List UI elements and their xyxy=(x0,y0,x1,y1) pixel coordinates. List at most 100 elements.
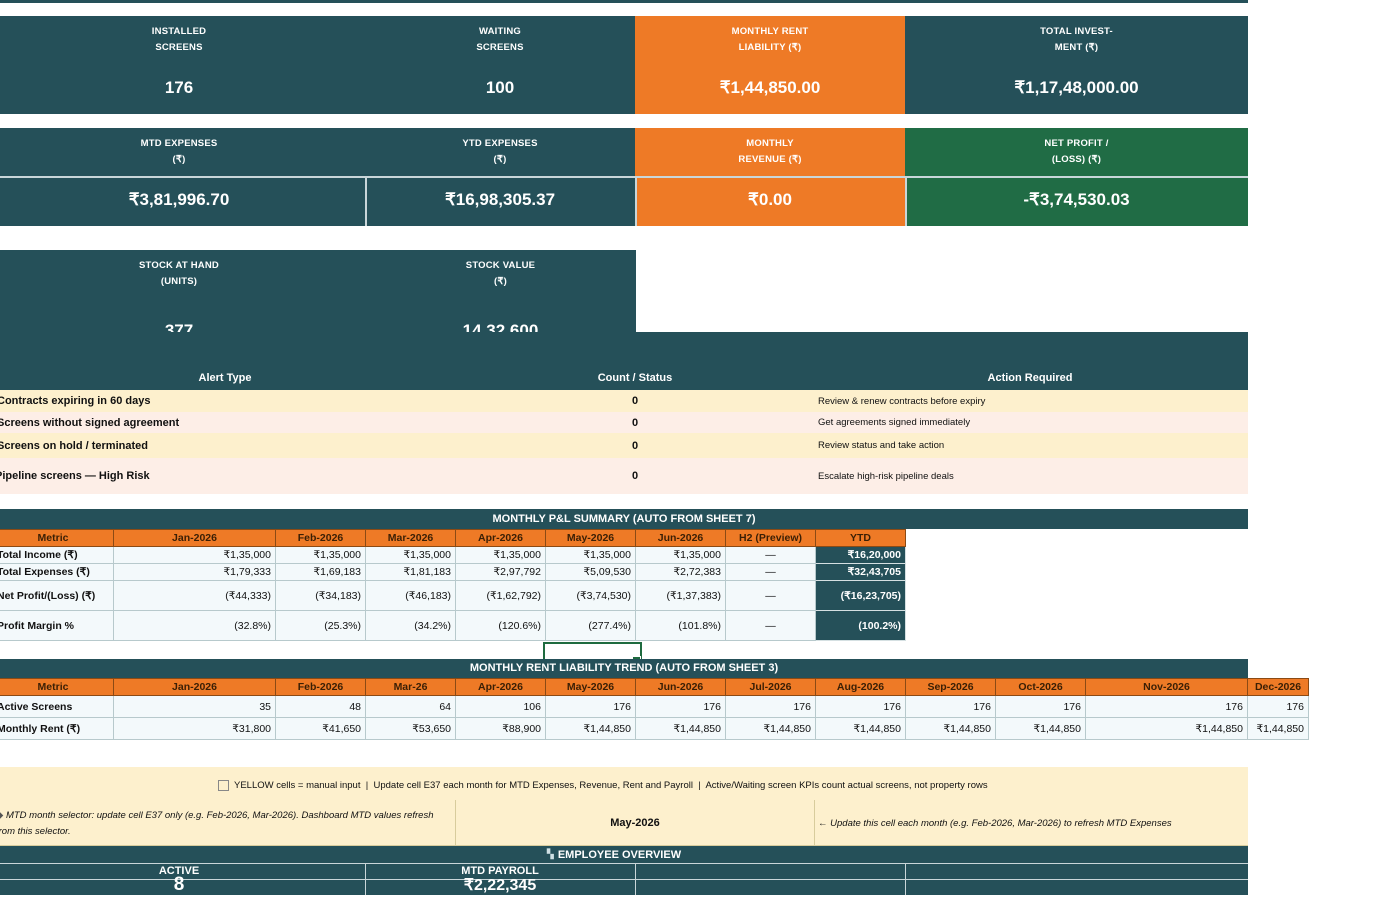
value-cell[interactable]: ₹1,44,850 xyxy=(995,717,1086,740)
value-cell[interactable]: ₹1,44,850 xyxy=(635,717,726,740)
value-cell[interactable]: ₹1,35,000 xyxy=(635,546,726,564)
value-cell[interactable]: 176 xyxy=(905,695,996,718)
column-header: Nov-2026 xyxy=(1085,678,1248,696)
value-cell[interactable]: ₹1,81,183 xyxy=(365,563,456,581)
value-cell[interactable]: (120.6%) xyxy=(455,610,546,641)
value-cell[interactable]: 35 xyxy=(113,695,276,718)
value-cell[interactable]: 176 xyxy=(815,695,906,718)
value-cell[interactable]: ₹1,79,333 xyxy=(113,563,276,581)
table-header-row: Metric Jan-2026 Feb-2026 Mar-2026 Apr-20… xyxy=(0,529,906,547)
column-header: Jun-2026 xyxy=(635,529,726,547)
value-cell[interactable]: (₹46,183) xyxy=(365,580,456,611)
payroll-label: MTD PAYROLL xyxy=(461,865,539,877)
column-header: H2 (Preview) xyxy=(725,529,816,547)
pl-summary-title: MONTHLY P&L SUMMARY (AUTO FROM SHEET 7) xyxy=(0,509,1248,529)
value-cell[interactable]: (32.8%) xyxy=(113,610,276,641)
value-cell[interactable]: ₹1,69,183 xyxy=(275,563,366,581)
kpi-label: TOTAL INVEST- MENT (₹) xyxy=(1040,26,1113,53)
value-cell[interactable]: ₹2,72,383 xyxy=(635,563,726,581)
value-cell[interactable]: 176 xyxy=(545,695,636,718)
divider xyxy=(905,178,907,226)
value-cell[interactable]: (277.4%) xyxy=(545,610,636,641)
value-cell[interactable]: (101.8%) xyxy=(635,610,726,641)
metric-cell[interactable]: Profit Margin % xyxy=(0,610,114,641)
kpi-stock-at-hand: STOCK AT HAND (UNITS) 377 xyxy=(0,250,365,340)
ytd-cell[interactable]: (100.2%) xyxy=(815,610,906,641)
metric-cell[interactable]: Total Expenses (₹) xyxy=(0,563,114,581)
alert-count: 0 xyxy=(631,395,639,407)
alerts-header-count: Count / Status xyxy=(597,372,673,384)
value-cell[interactable]: — xyxy=(725,580,816,611)
value-cell[interactable]: 176 xyxy=(635,695,726,718)
value-cell[interactable]: ₹41,650 xyxy=(275,717,366,740)
kpi-label: MTD EXPENSES (₹) xyxy=(140,138,218,165)
kpi-value: ₹1,17,48,000.00 xyxy=(1014,78,1139,97)
divider xyxy=(365,178,367,226)
value-cell[interactable]: 176 xyxy=(725,695,816,718)
value-cell[interactable]: — xyxy=(725,546,816,564)
value-cell[interactable]: 176 xyxy=(1085,695,1248,718)
value-cell[interactable]: 106 xyxy=(455,695,546,718)
value-cell[interactable]: (₹1,62,792) xyxy=(455,580,546,611)
active-value: 8 xyxy=(173,874,185,895)
kpi-total-investment: TOTAL INVEST- MENT (₹) ₹1,17,48,000.00 xyxy=(905,16,1248,114)
value-cell[interactable]: (₹3,74,530) xyxy=(545,580,636,611)
alert-type: Pipeline screens — High Risk xyxy=(0,470,150,482)
ytd-cell[interactable]: (₹16,23,705) xyxy=(815,580,906,611)
value-cell[interactable]: ₹1,35,000 xyxy=(545,546,636,564)
value-cell[interactable]: ₹1,44,850 xyxy=(905,717,996,740)
alerts-header-type: Alert Type xyxy=(198,372,252,384)
value-cell[interactable]: ₹1,44,850 xyxy=(1085,717,1248,740)
value-cell[interactable]: (₹34,183) xyxy=(275,580,366,611)
value-cell[interactable]: (₹44,333) xyxy=(113,580,276,611)
metric-cell[interactable]: Total Income (₹) xyxy=(0,546,114,564)
alert-count: 0 xyxy=(631,416,639,429)
value-cell[interactable]: ₹88,900 xyxy=(455,717,546,740)
value-cell[interactable]: (25.3%) xyxy=(275,610,366,641)
kpi-mtd-expenses: MTD EXPENSES (₹) ₹3,81,996.70 xyxy=(0,128,365,226)
value-cell[interactable]: (34.2%) xyxy=(365,610,456,641)
employee-overview-header: ▚ EMPLOYEE OVERVIEW xyxy=(0,846,1248,863)
value-cell[interactable]: 176 xyxy=(1247,695,1309,718)
mtd-month-input[interactable]: May-2026 xyxy=(455,800,815,846)
metric-cell[interactable]: Active Screens xyxy=(0,695,114,718)
value-cell[interactable]: — xyxy=(725,563,816,581)
value-cell[interactable]: ₹5,09,530 xyxy=(545,563,636,581)
value-cell[interactable]: 64 xyxy=(365,695,456,718)
kpi-installed-screens: INSTALLED SCREENS 176 xyxy=(0,16,365,114)
value-cell[interactable]: (₹1,37,383) xyxy=(635,580,726,611)
value-cell[interactable]: ₹31,800 xyxy=(113,717,276,740)
value-cell[interactable]: ₹1,44,850 xyxy=(815,717,906,740)
ytd-cell[interactable]: ₹32,43,705 xyxy=(815,563,906,581)
active-label: ACTIVE xyxy=(158,865,200,877)
table-row: Monthly Rent (₹) ₹31,800 ₹41,650 ₹53,650… xyxy=(0,717,1309,740)
value-cell[interactable]: 48 xyxy=(275,695,366,718)
value-cell[interactable]: ₹1,44,850 xyxy=(725,717,816,740)
alert-action: Review status and take action xyxy=(818,440,945,451)
mtd-selector-hint: ◆ MTD month selector: update cell E37 on… xyxy=(0,808,452,840)
value-cell[interactable]: ₹1,35,000 xyxy=(455,546,546,564)
value-cell[interactable]: ₹1,44,850 xyxy=(545,717,636,740)
value-cell[interactable]: ₹53,650 xyxy=(365,717,456,740)
value-cell[interactable]: ₹1,35,000 xyxy=(365,546,456,564)
manual-input-note: YELLOW cells = manual input | Update cel… xyxy=(0,767,1248,800)
kpi-label: NET PROFIT / (LOSS) (₹) xyxy=(1044,138,1109,165)
value-cell[interactable]: ₹1,35,000 xyxy=(275,546,366,564)
value-cell[interactable]: 176 xyxy=(995,695,1086,718)
value-cell[interactable]: ₹1,44,850 xyxy=(1247,717,1309,740)
kpi-value: 176 xyxy=(164,78,194,97)
metric-cell[interactable]: Monthly Rent (₹) xyxy=(0,717,114,740)
ytd-cell[interactable]: ₹16,20,000 xyxy=(815,546,906,564)
metric-cell[interactable]: Net Profit/(Loss) (₹) xyxy=(0,580,114,611)
rent-trend-table: Metric Jan-2026 Feb-2026 Mar-26 Apr-2026… xyxy=(0,678,1309,740)
value-cell[interactable]: ₹1,35,000 xyxy=(113,546,276,564)
top-border xyxy=(0,0,1248,3)
alert-type: Contracts expiring in 60 days xyxy=(0,395,151,407)
kpi-value: -₹3,74,530.03 xyxy=(1023,190,1130,209)
kpi-label: STOCK AT HAND (UNITS) xyxy=(138,260,219,287)
value-cell[interactable]: — xyxy=(725,610,816,641)
column-header: Mar-2026 xyxy=(365,529,456,547)
value-cell[interactable]: ₹2,97,792 xyxy=(455,563,546,581)
table-row: Net Profit/(Loss) (₹) (₹44,333) (₹34,183… xyxy=(0,580,906,611)
kpi-value: ₹3,81,996.70 xyxy=(128,190,230,209)
